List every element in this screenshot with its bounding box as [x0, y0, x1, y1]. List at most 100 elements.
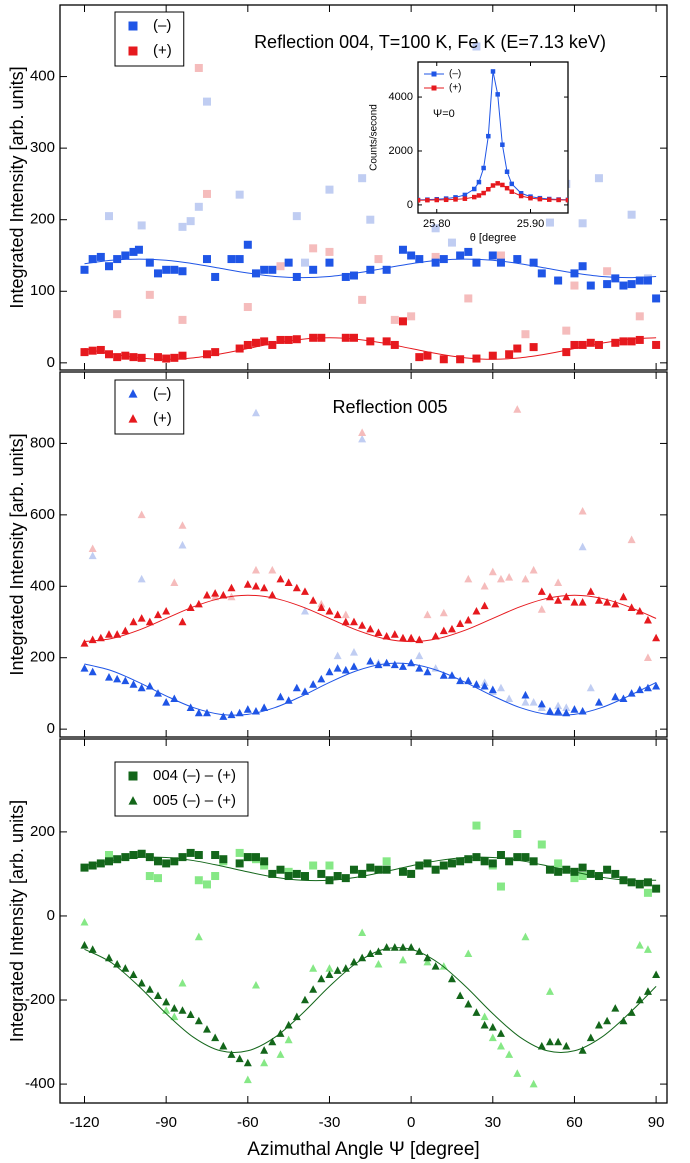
- panel: 0 2000 4000 25.80 25.90 Counts/second θ [degre…: [369, 61, 569, 244]
- data-point: [211, 872, 220, 881]
- data-point: [521, 932, 530, 941]
- data-point: [505, 857, 514, 866]
- data-point: [619, 592, 628, 601]
- data-point: [227, 710, 236, 719]
- data-point: [260, 583, 269, 592]
- data-point: [464, 294, 473, 303]
- data-point: [309, 265, 318, 274]
- data-point: [431, 224, 440, 233]
- data-point: [505, 694, 514, 703]
- data-point: [129, 617, 138, 626]
- data-point: [104, 953, 113, 962]
- data-point: [603, 280, 612, 289]
- data-point: [480, 1012, 489, 1021]
- panel: -400 -200 0 200 -120 -90 -60 -30 0 30 60 90 Integrat…: [7, 738, 668, 1160]
- data-point: [464, 676, 473, 685]
- x-axis-label: θ [degree: [470, 232, 516, 244]
- x-tick-label: 25.80: [423, 218, 451, 230]
- data-point: [611, 599, 620, 608]
- data-point: [178, 315, 187, 324]
- data-point: [276, 865, 285, 874]
- data-point: [472, 194, 477, 200]
- data-point: [528, 195, 533, 201]
- data-point: [472, 821, 481, 830]
- data-point: [505, 1050, 514, 1058]
- data-point: [170, 265, 179, 274]
- data-point: [80, 941, 89, 949]
- plot-area: [80, 405, 661, 720]
- data-point: [276, 1029, 285, 1037]
- legend: 004 (–) – (+) 005 (–) – (+): [114, 761, 249, 817]
- data-point: [407, 251, 416, 260]
- data-point: [219, 855, 228, 864]
- data-point: [423, 351, 432, 360]
- data-point: [235, 1054, 244, 1063]
- data-point: [643, 615, 652, 624]
- data-point: [366, 215, 375, 224]
- y-axis-label: Integrated Intensity [arb. units]: [7, 433, 27, 675]
- y-tick-label: 4000: [389, 91, 413, 103]
- data-point: [603, 598, 612, 606]
- data-point: [423, 953, 432, 962]
- data-point: [529, 258, 538, 267]
- data-point: [439, 255, 448, 264]
- data-point: [104, 630, 113, 638]
- data-point: [496, 683, 505, 692]
- data-point: [472, 42, 481, 51]
- data-point: [570, 598, 579, 606]
- data-point: [366, 656, 375, 665]
- data-point: [594, 872, 603, 881]
- data-point: [570, 269, 579, 278]
- data-point: [317, 674, 326, 683]
- data-point: [128, 796, 138, 805]
- data-point: [464, 999, 473, 1008]
- data-point: [513, 1069, 522, 1077]
- data-point: [635, 606, 644, 615]
- data-point: [358, 928, 367, 937]
- data-point: [578, 598, 587, 606]
- data-point: [194, 876, 203, 885]
- data-point: [341, 617, 350, 626]
- data-point: [594, 1020, 603, 1029]
- data-point: [513, 829, 522, 838]
- data-point: [423, 667, 432, 676]
- data-point: [80, 265, 89, 274]
- data-point: [349, 617, 358, 626]
- data-point: [235, 190, 244, 199]
- data-point: [627, 689, 636, 697]
- data-point: [104, 857, 113, 866]
- y-tick-label: 300: [30, 139, 55, 156]
- annotation: Ψ=0: [433, 108, 455, 120]
- data-point: [611, 692, 620, 701]
- data-point: [500, 142, 505, 147]
- data-point: [88, 255, 97, 264]
- data-point: [104, 350, 113, 359]
- data-point: [407, 658, 416, 667]
- data-point: [627, 603, 636, 611]
- data-point: [488, 251, 497, 260]
- data-point: [300, 587, 309, 595]
- data-point: [486, 187, 491, 192]
- data-point: [418, 198, 421, 203]
- data-point: [325, 876, 334, 885]
- data-point: [570, 340, 579, 349]
- data-point: [211, 348, 220, 357]
- data-point: [423, 610, 432, 619]
- y-tick-label: 200: [30, 649, 55, 666]
- data-point: [480, 1020, 489, 1029]
- data-point: [415, 664, 424, 672]
- y-tick-label: 600: [30, 506, 55, 523]
- data-point: [341, 272, 350, 281]
- data-point: [251, 408, 260, 417]
- data-point: [643, 945, 652, 953]
- data-point: [243, 303, 252, 312]
- data-point: [300, 606, 309, 615]
- y-tick-label: -200: [25, 991, 55, 1008]
- annotation: Reflection 004, T=100 K, Fe K (E=7.13 ke…: [254, 32, 606, 52]
- data-point: [88, 861, 97, 870]
- data-point: [652, 294, 661, 303]
- data-point: [562, 865, 571, 874]
- x-tick-label: 60: [566, 1114, 583, 1131]
- data-point: [243, 705, 252, 713]
- data-point: [562, 326, 571, 335]
